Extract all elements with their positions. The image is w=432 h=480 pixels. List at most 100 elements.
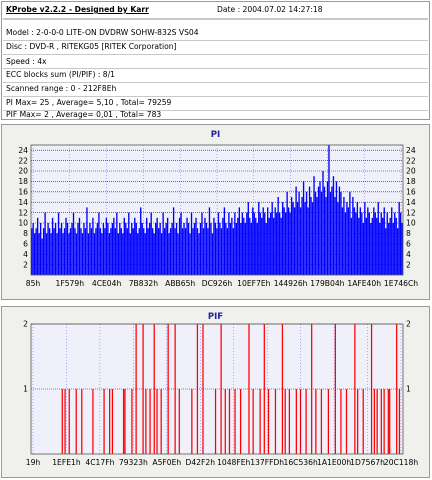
pi-bar [377,202,379,275]
pif-bar [267,389,270,454]
pi-bar [75,233,78,275]
pif-bar [334,324,336,454]
pi-bar [135,223,137,275]
pif-bar [311,324,313,454]
pi-bar [256,223,258,275]
pi-bar [310,197,312,275]
pi-bar [243,217,245,275]
pi-bar [265,223,267,275]
pi-y-tick-label-right: 2 [406,260,411,269]
pi-x-tick-label: 85h [26,279,41,288]
pi-bar [388,223,390,275]
pif-bar [75,389,77,454]
pif-bar [174,324,176,454]
pi-y-tick-label: 4 [23,250,28,259]
pi-bar [163,228,166,275]
pi-bar [90,228,93,275]
pi-bar [134,217,136,275]
pif-x-tick-label: 1048FEh [217,458,250,467]
pi-bar [235,223,238,275]
pi-bar [65,217,67,275]
pi-chart-panel: PI 2 2 4 4 6 6 8 8 10 10 12 12 14 14 16 16 18 18 20 20 22 22 2… [1,124,430,300]
pi-bar [159,223,161,275]
pi-bar [114,228,117,275]
pi-bar [105,217,108,275]
pif-bar [228,389,231,454]
pif-x-tick-label: 20C118h [384,458,418,467]
pi-bar [119,223,121,275]
pi-bar [400,212,402,275]
pi-bar [281,202,284,275]
pi-bar [226,228,229,275]
pif-x-tick-label: 1A1E00h [317,458,351,467]
pi-bar [371,217,373,275]
pi-bar [356,202,359,275]
pi-bar [325,197,327,275]
pi-bar [113,217,115,275]
pi-x-tick-label: 7B832h [129,279,159,288]
pif-bar [281,324,284,454]
pif-bar [145,389,147,454]
pi-x-tick-label: 144926h [274,279,308,288]
pi-bar [152,228,154,275]
pi-x-tick-label: 4CE04h [92,279,122,288]
pif-x-tick-label: 4C17Fh [85,458,114,467]
pi-y-tick-label: 10 [18,219,28,228]
pi-bar [205,223,208,275]
pi-y-tick-label: 12 [18,208,28,217]
pif-bar [398,389,401,454]
pif-x-tick-label: 137FFDh [250,458,284,467]
pi-bar [47,223,49,275]
pi-y-tick-label: 14 [18,198,28,207]
pi-y-tick-label-right: 12 [406,208,416,217]
pi-bar [299,207,302,275]
pi-bar [259,212,261,275]
pi-bar [316,197,318,275]
pi-bar [352,197,354,275]
pi-bar [355,212,357,275]
pif-bar [160,389,162,454]
pi-bar [373,207,375,275]
pi-bar [347,207,350,275]
pi-bar [93,233,96,275]
pi-bar [71,223,73,275]
info-panel: KProbe v2.2.2 - Designed by Karr Date : … [1,1,430,120]
pi-bar [181,228,184,275]
pi-bar [117,233,119,275]
pi-bar [178,217,181,275]
pi-bar [320,191,323,275]
pi-bar [238,207,241,275]
pi-bar [86,207,88,275]
pif-bar [252,389,254,454]
pif-bar [373,389,375,454]
pi-bar [190,212,193,275]
pi-bar [401,223,403,275]
pi-bar [175,223,178,275]
pi-bar [198,233,200,275]
pif-bar [109,389,111,454]
pi-bar [382,217,384,275]
pi-bar [270,212,272,275]
pi-bar [370,223,372,275]
pi-bar [214,223,217,275]
pi-bar [89,223,91,275]
pi-bar [252,207,254,275]
pi-bar [195,217,197,275]
pi-bar [165,223,167,275]
pi-bar [189,233,191,275]
pif-bar [305,389,307,454]
pi-bar [192,228,194,275]
pi-bar [328,145,330,275]
pi-x-tick-label: 1E746Ch [384,279,418,288]
pif-bar [214,389,217,454]
pi-bar [128,212,130,275]
pi-bar [51,217,54,275]
pi-bar [359,207,362,275]
pi-bar [217,212,220,275]
pi-bar [162,212,164,275]
pi-bar [249,217,251,275]
pi-y-tick-label-right: 8 [406,229,411,238]
pi-bar [33,233,36,275]
pi-bar [150,212,152,275]
pi-bar [250,223,252,275]
